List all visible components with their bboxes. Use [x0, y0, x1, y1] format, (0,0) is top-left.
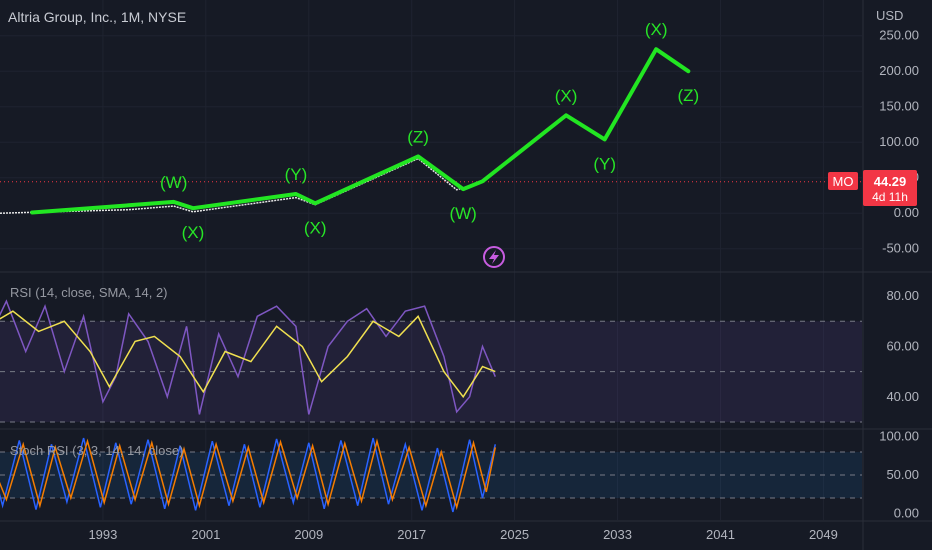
- time-axis-tick: 2049: [809, 527, 838, 542]
- wave-label: (X): [182, 223, 205, 242]
- wave-label: (W): [449, 204, 476, 223]
- elliott-wave-line[interactable]: [30, 47, 691, 215]
- lightning-icon[interactable]: [483, 246, 505, 268]
- price-axis-tick: 0.00: [894, 205, 919, 220]
- price-axis-tick: 100.00: [879, 429, 919, 444]
- last-price-badge: MO 44.29 4d 11h: [828, 170, 917, 206]
- time-axis-tick: 1993: [88, 527, 117, 542]
- time-axis-tick: 2025: [500, 527, 529, 542]
- countdown-text: 4d 11h: [872, 190, 908, 204]
- time-axis-tick: 2001: [191, 527, 220, 542]
- price-axis-tick: 50.00: [886, 467, 919, 482]
- chart-title: Altria Group, Inc., 1M, NYSE: [8, 9, 186, 25]
- time-axis-tick: 2041: [706, 527, 735, 542]
- wave-label: (Y): [593, 154, 616, 173]
- price-history-line[interactable]: [0, 157, 483, 214]
- wave-label: (X): [645, 20, 668, 39]
- stoch-d-line[interactable]: [0, 438, 497, 511]
- grid: [0, 0, 862, 520]
- wave-label: (X): [304, 218, 327, 237]
- symbol-text: MO: [833, 174, 854, 189]
- wave-label: (Y): [285, 165, 308, 184]
- price-axis-tick: 40.00: [886, 389, 919, 404]
- price-axis-tick: 80.00: [886, 288, 919, 303]
- time-axis-tick: 2033: [603, 527, 632, 542]
- rsi-line[interactable]: [0, 299, 496, 415]
- price-axis-tick: 200.00: [879, 63, 919, 78]
- price-pane[interactable]: (W) (X) (Y) (X) (Z) (W) (X) (Y) (X) (Z): [0, 20, 862, 242]
- symbol-badge: [828, 172, 858, 190]
- rsi-ma-line[interactable]: [0, 310, 496, 399]
- stoch-rsi-label[interactable]: Stoch RSI (3, 3, 14, 14, close): [10, 443, 183, 458]
- currency-label: USD: [876, 8, 903, 23]
- price-axis-tick: 150.00: [879, 99, 919, 114]
- wave-label: (W): [160, 173, 187, 192]
- price-text: 44.29: [874, 174, 907, 189]
- wave-label: (Z): [677, 86, 699, 105]
- price-axis-tick: 60.00: [886, 338, 919, 353]
- time-axis-tick: 2009: [294, 527, 323, 542]
- stoch-k-line[interactable]: [0, 437, 497, 513]
- price-axis-tick: 100.00: [879, 134, 919, 149]
- price-axis-tick: 250.00: [879, 28, 919, 43]
- time-axis-tick: 2017: [397, 527, 426, 542]
- price-axis-tick: -50.00: [882, 241, 919, 256]
- wave-label: (Z): [407, 127, 429, 146]
- time-axis[interactable]: 1993 2001 2009 2017 2025 2033 2041 2049: [88, 527, 837, 542]
- wave-label: (X): [555, 86, 578, 105]
- stoch-rsi-pane[interactable]: [0, 437, 497, 513]
- price-badge: [863, 170, 917, 206]
- price-axis-tick: 0.00: [894, 505, 919, 520]
- rsi-pane[interactable]: [0, 299, 496, 415]
- rsi-label[interactable]: RSI (14, close, SMA, 14, 2): [10, 285, 168, 300]
